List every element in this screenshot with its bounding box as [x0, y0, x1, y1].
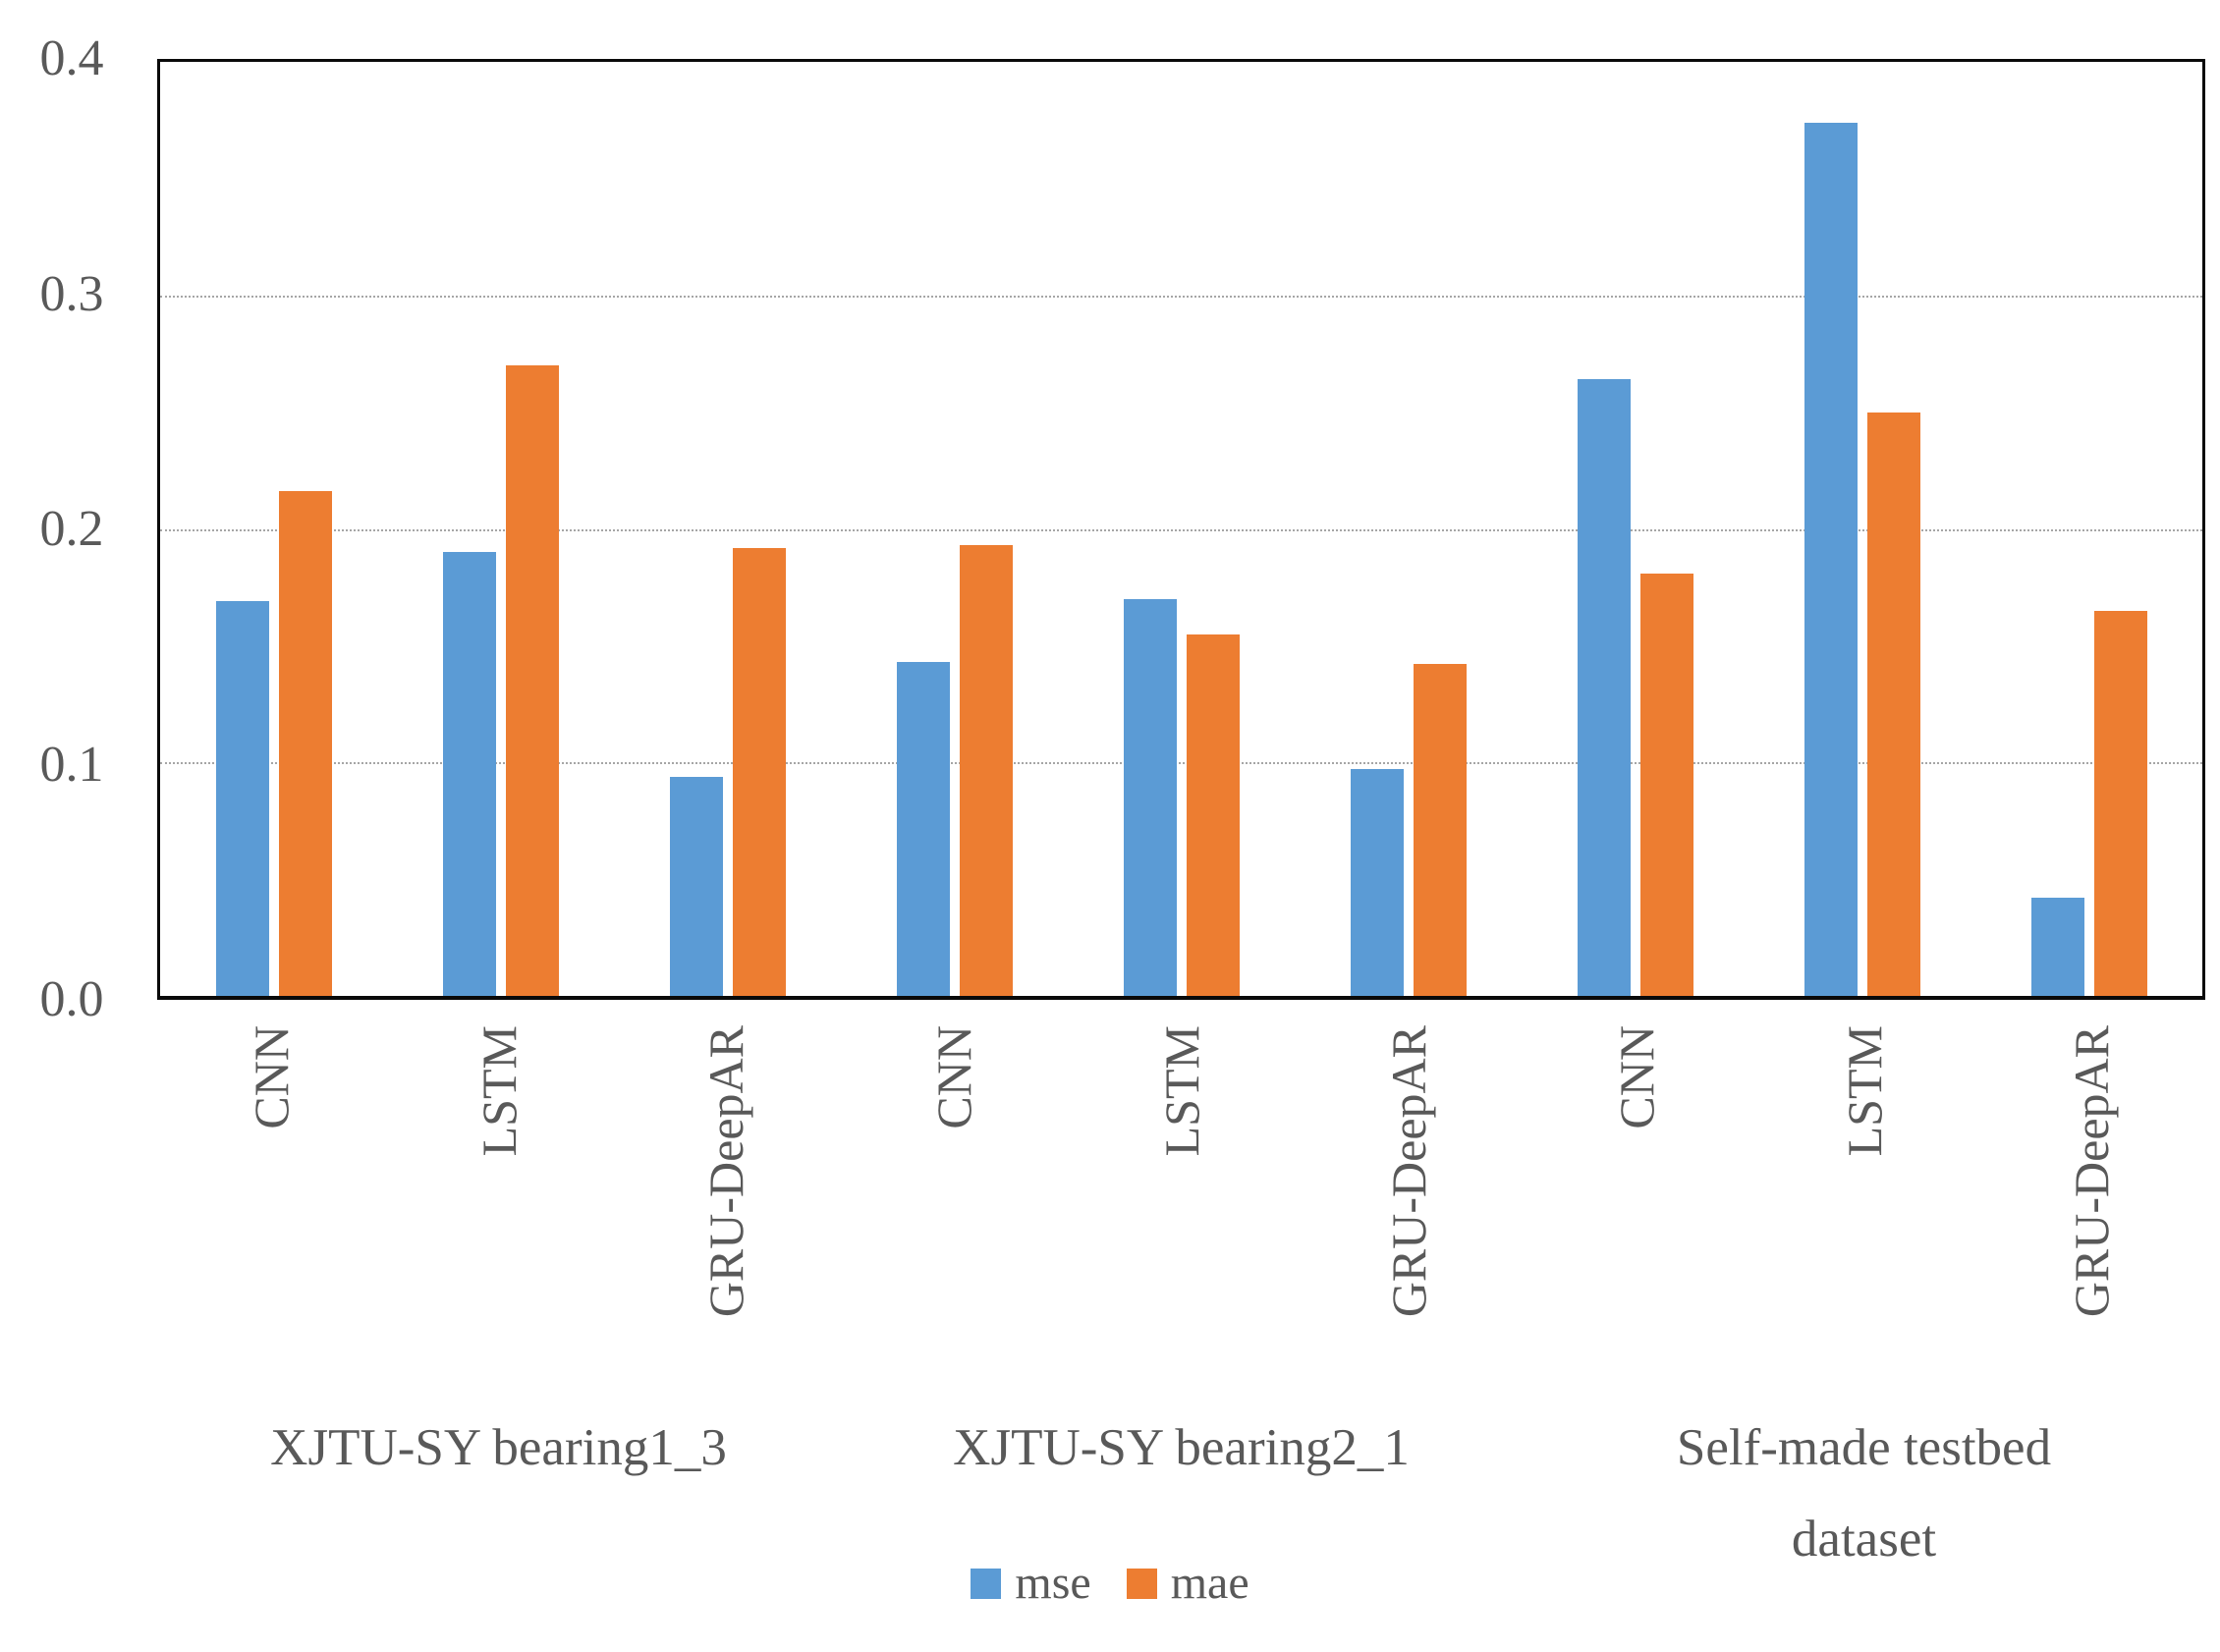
category-label-cell: LSTM — [1068, 1025, 1296, 1349]
bar-mae — [1639, 573, 1693, 996]
bar-mse — [1350, 769, 1404, 996]
bar-mse — [2030, 898, 2084, 996]
bar-group — [841, 62, 1068, 996]
category-label-cell: GRU-DeepAR — [1295, 1025, 1523, 1349]
mae-color-swatch — [1126, 1568, 1157, 1599]
x-axis-dataset-labels: XJTU-SY bearing1_3 XJTU-SY bearing2_1 Self… — [157, 1403, 2205, 1585]
x-axis-category-labels: CNN LSTM GRU-DeepAR CNN LSTM GRU-DeepAR CNN LST… — [157, 1025, 2205, 1349]
y-tick-label: 0.1 — [39, 736, 104, 793]
bar-group — [160, 62, 387, 996]
category-label: CNN — [1608, 1025, 1664, 1129]
legend: mse mae — [0, 1560, 2220, 1607]
category-label-cell: GRU-DeepAR — [1977, 1025, 2205, 1349]
category-label: LSTM — [1153, 1025, 1209, 1157]
bar-mae — [278, 491, 332, 996]
category-label: LSTM — [471, 1025, 527, 1157]
bar-group — [614, 62, 841, 996]
y-axis: 0.4 0.3 0.2 0.1 0.0 — [18, 33, 126, 1025]
category-label: GRU-DeepAR — [1381, 1025, 1437, 1318]
category-label-cell: CNN — [840, 1025, 1068, 1349]
category-label: GRU-DeepAR — [698, 1025, 754, 1318]
category-label: GRU-DeepAR — [2064, 1025, 2120, 1318]
gridline — [160, 762, 2202, 765]
legend-item-mae: mae — [1126, 1557, 1249, 1609]
y-tick-label: 0.2 — [39, 501, 104, 557]
bar-mae — [1186, 633, 1240, 996]
bar-group — [1522, 62, 1748, 996]
dataset-label-cell: XJTU-SY bearing1_3 — [157, 1403, 840, 1585]
dataset-label-cell: XJTU-SY bearing2_1 — [840, 1403, 1523, 1585]
bar-mae — [505, 365, 559, 996]
y-tick-label: 0.0 — [39, 971, 104, 1027]
gridline — [160, 295, 2202, 298]
mse-color-swatch — [971, 1568, 1002, 1599]
dataset-label: Self-made testbed dataset — [1676, 1419, 2052, 1568]
bar-mse — [1123, 598, 1177, 996]
category-label-cell: CNN — [157, 1025, 385, 1349]
category-label-cell: LSTM — [1750, 1025, 1978, 1349]
category-label-cell: CNN — [1523, 1025, 1750, 1349]
gridline — [160, 528, 2202, 531]
y-tick-label: 0.3 — [39, 265, 104, 322]
bar-group — [387, 62, 614, 996]
bar-mae — [1413, 664, 1467, 996]
bar-mae — [732, 547, 786, 996]
bar-mae — [959, 545, 1013, 996]
bar-mse — [1577, 379, 1631, 996]
bar-group — [1068, 62, 1295, 996]
dataset-label: XJTU-SY bearing2_1 — [953, 1419, 1410, 1476]
dataset-label: XJTU-SY bearing1_3 — [270, 1419, 727, 1476]
y-tick-label: 0.4 — [39, 30, 104, 86]
category-label: CNN — [925, 1025, 981, 1129]
legend-label-mse: mse — [1015, 1557, 1091, 1609]
dataset-label-cell: Self-made testbed dataset — [1523, 1403, 2205, 1585]
bar-mse — [669, 776, 723, 996]
plot-area — [157, 59, 2205, 1000]
category-label-cell: GRU-DeepAR — [612, 1025, 840, 1349]
bar-group — [1748, 62, 1975, 996]
legend-item-mse: mse — [971, 1557, 1091, 1609]
category-label: CNN — [243, 1025, 299, 1129]
bar-mae — [2093, 610, 2147, 996]
bar-mse — [896, 662, 950, 996]
bar-mae — [1866, 412, 1920, 996]
bar-group — [1295, 62, 1522, 996]
category-label-cell: LSTM — [385, 1025, 613, 1349]
category-label: LSTM — [1836, 1025, 1892, 1157]
bar-mse — [215, 601, 269, 996]
bar-mse — [1804, 122, 1858, 996]
legend-label-mae: mae — [1170, 1557, 1249, 1609]
bar-mse — [442, 552, 496, 996]
bar-groups — [160, 62, 2202, 996]
bar-group — [1975, 62, 2202, 996]
